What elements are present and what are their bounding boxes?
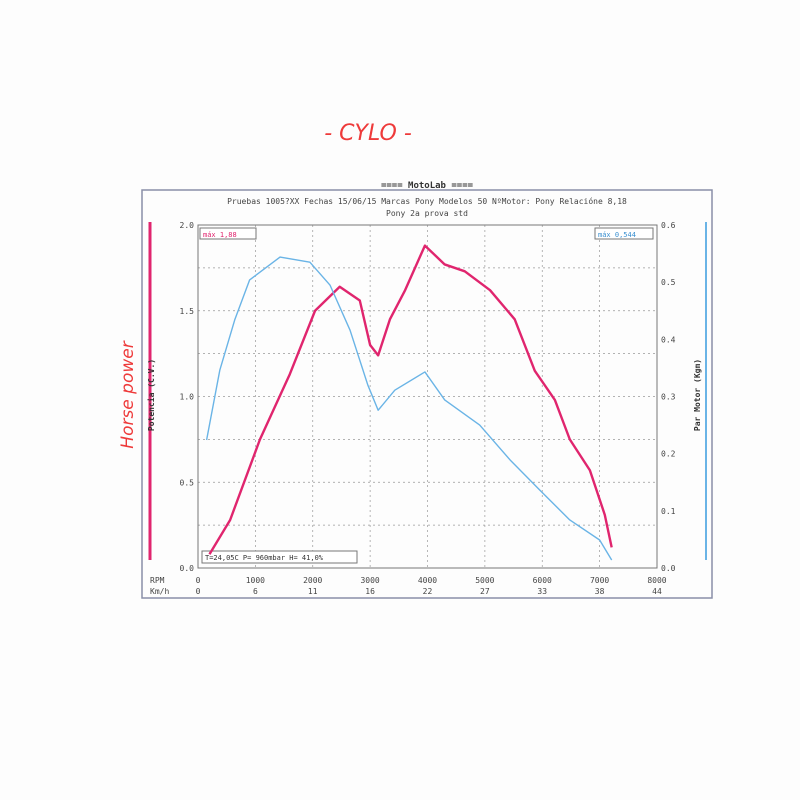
max-power-label: máx 1,88: [203, 231, 237, 239]
x2-tick-label: 33: [537, 587, 547, 596]
handwritten-left-note: Horse power: [118, 340, 138, 448]
chart-frame: [141, 189, 713, 599]
chart-subtitle: Pony 2a prova std: [386, 209, 468, 218]
y2-tick-label: 0.3: [661, 393, 676, 402]
y2-tick-label: 0.6: [661, 221, 676, 230]
x-tick-label: 7000: [590, 576, 609, 585]
y-tick-label: 0.0: [180, 564, 195, 573]
x-tick-label: 0: [196, 576, 201, 585]
plot-area: [197, 224, 658, 569]
conditions-label: T=24,05C P= 960mbar H= 41,0%: [205, 554, 324, 562]
chart-banner: ==== MotoLab ====: [381, 181, 474, 191]
x-tick-label: 2000: [303, 576, 322, 585]
y-tick-label: 1.0: [180, 393, 195, 402]
x2-tick-label: 44: [652, 587, 662, 596]
y-tick-label: 1.5: [180, 307, 195, 316]
y-tick-label: 0.5: [180, 478, 195, 487]
x-axis-label: RPM: [150, 576, 165, 585]
x2-tick-label: 22: [423, 587, 433, 596]
y2-tick-label: 0.2: [661, 450, 676, 459]
y2-tick-label: 0.4: [661, 335, 676, 344]
conditions-box: [201, 550, 358, 564]
chart-title: Pruebas 1005?XX Fechas 15/06/15 Marcas P…: [227, 196, 627, 206]
x2-tick-label: 11: [308, 587, 318, 596]
y-tick-label: 2.0: [180, 221, 195, 230]
x-tick-label: 6000: [533, 576, 552, 585]
max-torque-label: máx 0,544: [598, 231, 636, 239]
max-power-box: [199, 227, 257, 240]
y-axis-label: Potencia (C.V.): [146, 359, 156, 431]
power-curve: [208, 244, 613, 555]
x-tick-label: 8000: [647, 576, 666, 585]
x-tick-label: 3000: [360, 576, 379, 585]
x-tick-label: 5000: [475, 576, 494, 585]
y2-tick-label: 0.5: [661, 278, 676, 287]
x-tick-label: 4000: [418, 576, 437, 585]
y2-tick-label: 0.0: [661, 564, 676, 573]
x-tick-label: 1000: [246, 576, 265, 585]
x2-tick-label: 6: [253, 587, 258, 596]
x2-tick-label: 27: [480, 587, 490, 596]
x2-tick-label: 16: [365, 587, 375, 596]
max-torque-box: [594, 227, 654, 240]
x2-tick-label: 38: [595, 587, 605, 596]
y2-axis-label: Par Motor (Kgm): [693, 359, 702, 431]
torque-curve: [205, 256, 613, 561]
y2-tick-label: 0.1: [661, 507, 676, 516]
x2-axis-label: Km/h: [150, 587, 169, 596]
x2-tick-label: 0: [196, 587, 201, 596]
handwritten-title: - CYLO -: [324, 121, 412, 146]
